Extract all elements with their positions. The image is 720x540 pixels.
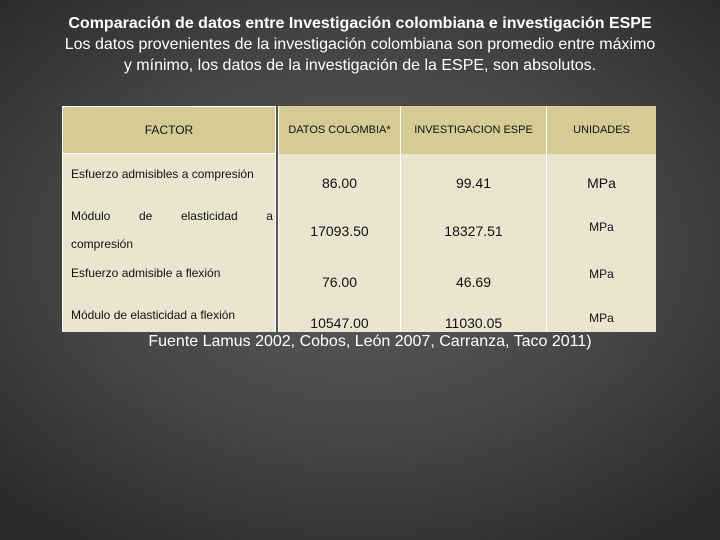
factor-row-1: Esfuerzo admisibles a compresión xyxy=(71,167,254,181)
units-value-4: MPa xyxy=(589,311,614,325)
column-gap xyxy=(276,106,278,332)
header-colombia: DATOS COLOMBIA* xyxy=(278,106,400,154)
header-factor: FACTOR xyxy=(62,106,276,154)
units-value-3: MPa xyxy=(589,267,614,281)
title-line-2: Los datos provenientes de la investigaci… xyxy=(64,36,656,53)
factor-row-2-line1: Módulo de elasticidad a xyxy=(71,209,273,223)
units-value-1: MPa xyxy=(587,175,616,191)
header-units-label: UNIDADES xyxy=(573,124,630,136)
source-citation: Fuente Lamus 2002, Cobos, León 2007, Car… xyxy=(148,333,592,350)
espe-column: 99.41 18327.51 46.69 11030.05 xyxy=(400,154,546,332)
factor-row-3: Esfuerzo admisible a flexión xyxy=(71,266,221,280)
factor-row-2-word-4: a xyxy=(266,209,273,223)
factor-row-2-word-2: de xyxy=(138,209,153,223)
espe-value-4: 11030.05 xyxy=(444,315,503,331)
factor-row-4: Módulo de elasticidad a flexión xyxy=(71,308,236,322)
factor-row-2-word-3: elasticidad xyxy=(180,209,238,223)
colombia-value-1: 86.00 xyxy=(321,175,358,191)
slide-title: Comparación de datos entre Investigación… xyxy=(0,13,720,76)
factor-column: Esfuerzo admisibles a compresión Módulo … xyxy=(62,154,276,332)
title-line-3: y mínimo, los datos de la investigación … xyxy=(123,57,597,74)
colombia-value-3: 76.00 xyxy=(321,274,358,290)
espe-value-3: 46.69 xyxy=(455,274,492,290)
header-units: UNIDADES xyxy=(546,106,656,154)
units-value-2: MPa xyxy=(589,220,614,234)
title-line-1: Comparación de datos entre Investigación… xyxy=(68,15,652,32)
colombia-value-2: 17093.50 xyxy=(310,223,369,239)
header-espe-label: INVESTIGACION ESPE xyxy=(414,124,533,136)
colombia-column: 86.00 17093.50 76.00 10547.00 xyxy=(278,154,400,332)
espe-value-1: 99.41 xyxy=(455,175,492,191)
factor-row-2-line2: compresión xyxy=(71,237,134,251)
comparison-table: FACTOR Esfuerzo admisibles a compresión … xyxy=(62,106,656,332)
header-espe: INVESTIGACION ESPE xyxy=(400,106,546,154)
units-column: MPa MPa MPa MPa xyxy=(546,154,656,332)
factor-row-2-word-1: Módulo xyxy=(71,209,111,223)
colombia-value-4: 10547.00 xyxy=(310,315,369,331)
header-factor-label: FACTOR xyxy=(144,123,194,137)
espe-value-2: 18327.51 xyxy=(444,223,503,239)
header-colombia-label: DATOS COLOMBIA* xyxy=(288,124,391,136)
